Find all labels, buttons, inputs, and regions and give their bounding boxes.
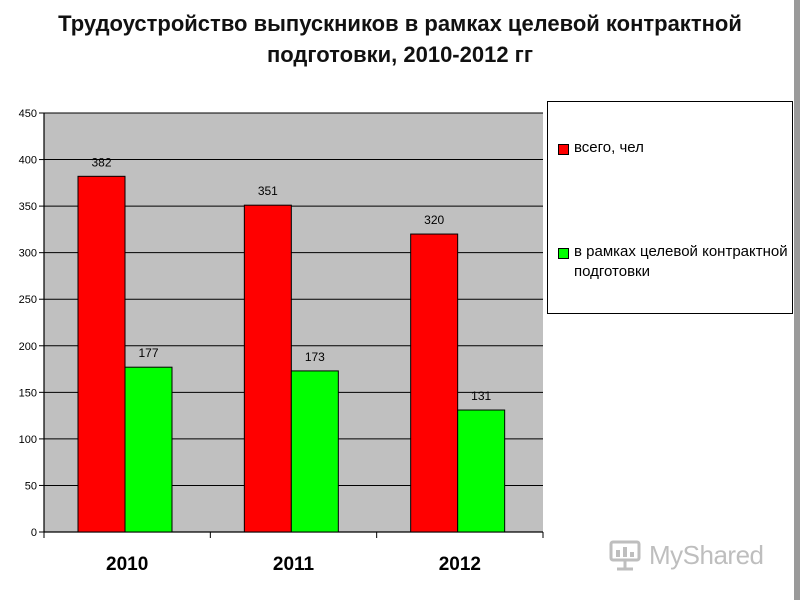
bar-total (243, 204, 292, 533)
chart-title-line-2: подготовки, 2010-2012 гг (266, 42, 534, 67)
bar-total (410, 233, 459, 533)
bar-total (77, 175, 126, 533)
data-label: 382 (91, 155, 111, 169)
y-tick-label: 200 (19, 341, 37, 353)
y-tick-label: 150 (19, 387, 37, 399)
bar-targeted (290, 370, 339, 533)
x-tick-label: 2010 (106, 554, 148, 575)
data-label: 351 (258, 184, 278, 198)
legend-label-targeted: в рамках целевой контрактной подготовки (574, 243, 788, 280)
x-tick-label: 2012 (439, 554, 481, 575)
bar-targeted (457, 409, 506, 533)
chart-legend: всего, чел в рамках целевой контрактной … (547, 101, 793, 314)
legend-swatch-targeted (558, 248, 569, 259)
y-tick-label: 0 (31, 527, 37, 539)
y-tick-label: 400 (19, 155, 37, 167)
y-tick-label: 300 (19, 248, 37, 260)
data-label: 131 (471, 389, 491, 403)
data-label: 320 (424, 213, 444, 227)
data-label: 173 (305, 350, 325, 364)
chart-title-line-1: Трудоустройство выпускников в рамках цел… (58, 11, 742, 36)
presentation-icon (609, 540, 641, 571)
legend-label-total: всего, чел (574, 139, 644, 156)
data-label: 177 (138, 346, 158, 360)
y-tick-label: 100 (19, 434, 37, 446)
y-tick-label: 50 (25, 480, 37, 492)
y-tick-label: 450 (19, 108, 37, 120)
legend-item-total: всего, чел (558, 138, 799, 158)
slide-edge (794, 0, 800, 600)
y-tick-label: 350 (19, 201, 37, 213)
x-tick-label: 2011 (273, 554, 315, 575)
legend-item-targeted: в рамках целевой контрактной подготовки (558, 242, 799, 282)
bar-targeted (124, 366, 173, 533)
legend-swatch-total (558, 144, 569, 155)
y-tick-label: 250 (19, 294, 37, 306)
watermark-text: MyShared (649, 539, 764, 570)
chart-title: Трудоустройство выпускников в рамках цел… (40, 8, 760, 70)
watermark-logo: MyShared (607, 538, 764, 572)
